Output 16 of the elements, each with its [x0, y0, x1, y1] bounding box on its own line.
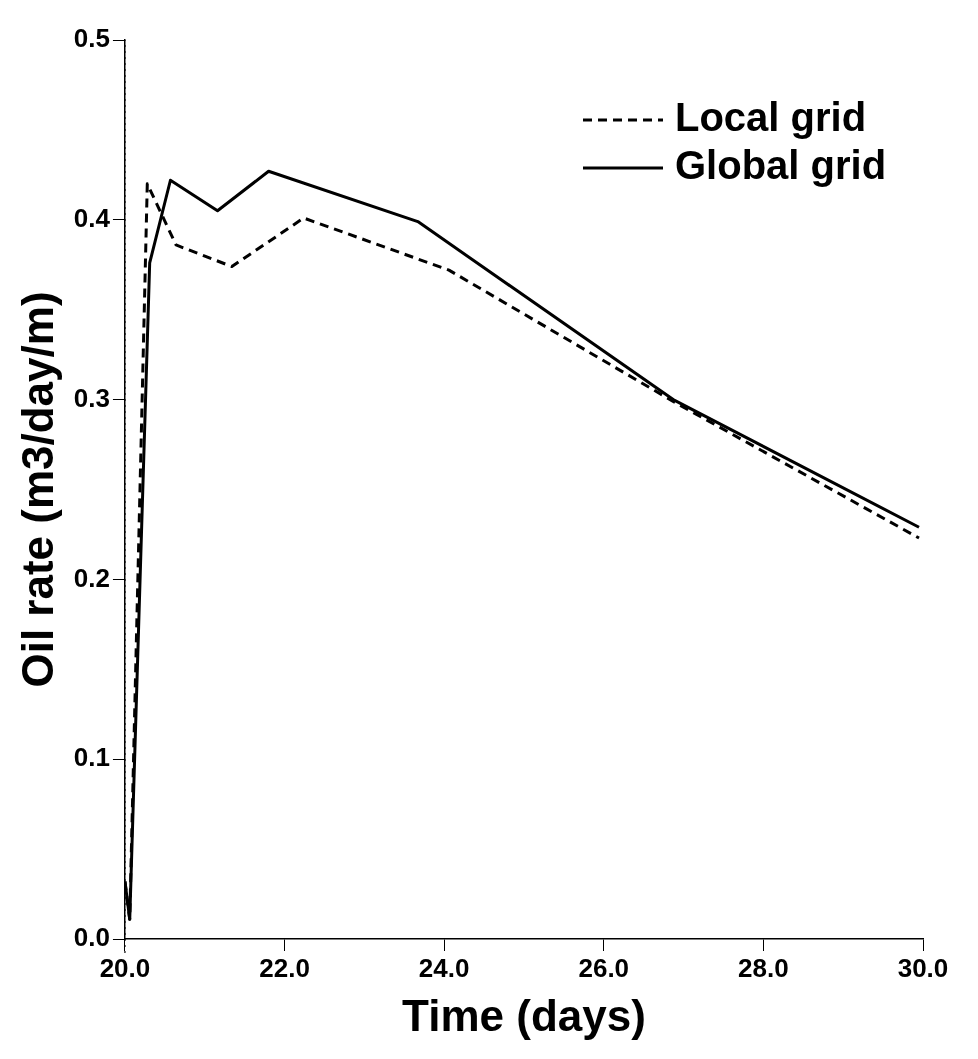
- x-tick-label: 22.0: [259, 952, 310, 983]
- y-tick-label: 0.1: [73, 742, 110, 773]
- y-tick-label: 0.0: [73, 922, 110, 953]
- y-tick-label: 0.5: [73, 23, 110, 54]
- y-tick-label: 0.2: [73, 562, 110, 593]
- y-tick-label: 0.4: [73, 202, 111, 233]
- legend-label: Local grid: [675, 95, 867, 140]
- x-tick-label: 24.0: [418, 952, 470, 983]
- x-axis-title: Time (days): [402, 990, 646, 1040]
- y-tick-label: 0.3: [73, 382, 110, 413]
- x-tick-label: 20.0: [99, 952, 151, 983]
- x-tick-label: 26.0: [578, 952, 630, 983]
- y-axis-title: Oil rate (m3/day/m): [12, 291, 62, 688]
- legend-label: Global grid: [675, 143, 887, 188]
- x-tick-label: 30.0: [897, 952, 949, 983]
- x-tick-label: 28.0: [738, 952, 789, 983]
